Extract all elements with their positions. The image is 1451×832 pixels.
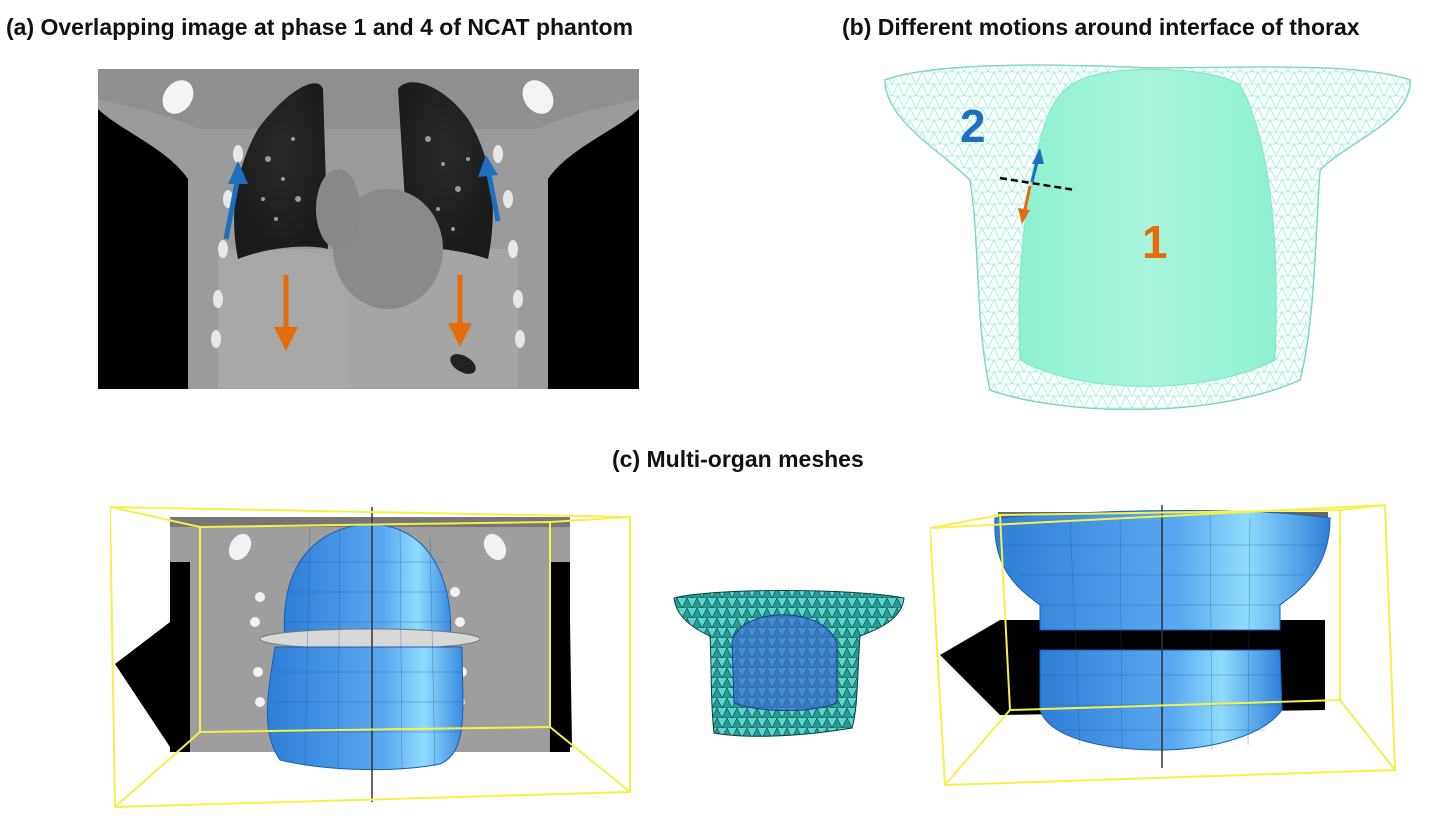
multi-organ-mesh-left (110, 502, 635, 812)
panel-c-caption: (c) Multi-organ meshes (612, 446, 864, 472)
label-outer-region: 2 (960, 100, 986, 152)
interface-line (999, 176, 1076, 192)
orange-motion-arrow (1018, 185, 1032, 224)
multi-organ-mesh-right (930, 500, 1400, 800)
panel-b-caption: (b) Different motions around interface o… (842, 14, 1360, 40)
orange-arrows (274, 275, 472, 351)
blue-inner-mesh (731, 614, 838, 711)
panel-a-caption: (a) Overlapping image at phase 1 and 4 o… (6, 14, 634, 40)
blue-motion-arrow (1030, 148, 1044, 183)
label-inner-region: 1 (1142, 216, 1168, 268)
bounding-box-left (110, 505, 631, 809)
ct-right-lung (234, 83, 328, 259)
thorax-mesh-figure: 2 1 (880, 60, 1420, 420)
inner-organ (1018, 68, 1277, 387)
bounding-box-right (930, 503, 1397, 787)
ct-heart (333, 189, 443, 309)
organ-lower-mesh (266, 646, 464, 771)
multi-organ-mesh-middle (672, 588, 912, 758)
blue-arrows (223, 155, 501, 240)
ct-phantom-image (98, 69, 639, 389)
